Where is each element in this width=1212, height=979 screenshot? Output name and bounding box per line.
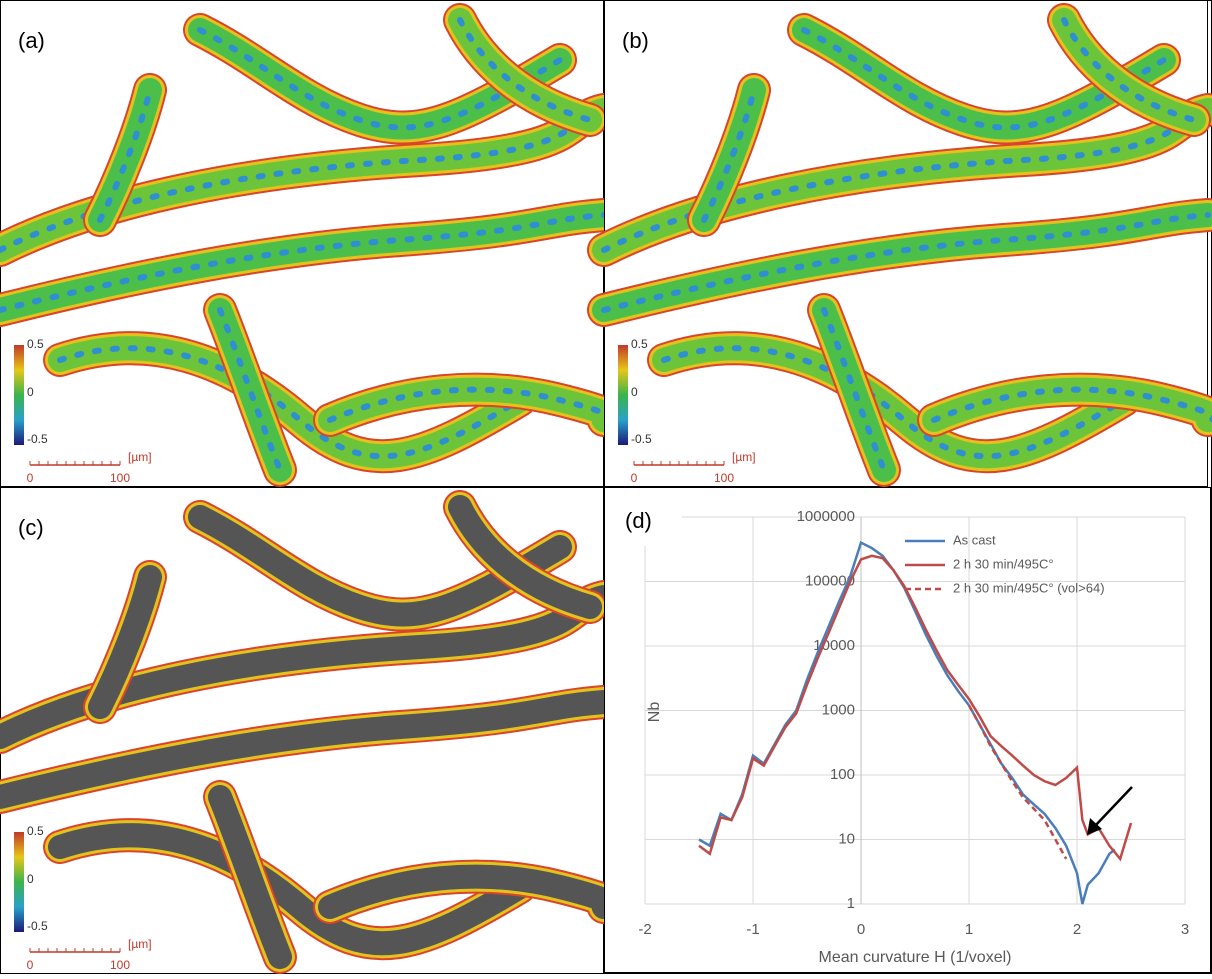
colorbar — [14, 832, 24, 932]
y-tick-label: 1000000 — [797, 508, 855, 525]
colorbar-label: 0.5 — [27, 337, 44, 351]
scale-tick-label: 0 — [631, 471, 638, 485]
y-tick-label: 1 — [847, 895, 855, 912]
structure-detail — [601, 212, 1211, 313]
x-tick-label: 0 — [857, 921, 865, 938]
panel-label: (d) — [625, 508, 652, 533]
structure-detail — [0, 212, 607, 313]
scale-tick-label: 0 — [27, 958, 34, 972]
arrow-head — [1087, 818, 1102, 835]
colorbar-label: 0.5 — [27, 824, 44, 838]
structure — [208, 785, 292, 969]
structure-detail — [1061, 17, 1197, 123]
colorbar-label: 0.5 — [631, 337, 648, 351]
x-tick-label: 1 — [965, 921, 973, 938]
structure — [88, 565, 162, 719]
label-box — [6, 501, 90, 551]
y-tick-label: 100 — [830, 766, 855, 783]
structure — [652, 336, 1136, 469]
structure — [188, 505, 572, 627]
colorbar-label: -0.5 — [27, 919, 48, 933]
x-tick-label: -2 — [638, 921, 651, 938]
scale-unit: [µm] — [128, 450, 152, 464]
scale-tick-label: 0 — [27, 471, 34, 485]
structure-detail — [701, 87, 757, 223]
colorbar-label: 0 — [27, 872, 34, 886]
structure-detail — [217, 307, 283, 473]
x-tick-label: -1 — [746, 921, 759, 938]
image-panel: (b) 0.5 0 -0.5 [µm] 0 100 — [587, 0, 1212, 487]
series-line — [698, 554, 1133, 862]
structure-detail — [197, 27, 563, 131]
structure-detail — [821, 307, 887, 473]
label-box — [610, 14, 694, 64]
structure-detail — [97, 87, 153, 223]
colorbar — [14, 345, 24, 445]
image-panel: (c) 0.5 0 -0.5 [µm] 0 100 — [0, 487, 628, 974]
panel-label: (c) — [18, 515, 44, 540]
y-tick-label: 100000 — [805, 572, 855, 589]
label-box — [612, 494, 682, 546]
legend-label: 2 h 30 min/495C° — [953, 556, 1054, 571]
scale-tick-label: 100 — [110, 958, 130, 972]
legend-label: As cast — [953, 532, 996, 547]
structure — [48, 336, 532, 469]
x-axis-label: Mean curvature H (1/voxel) — [819, 949, 1012, 966]
scale-unit: [µm] — [732, 450, 756, 464]
colorbar-label: -0.5 — [27, 432, 48, 446]
arrow — [1093, 786, 1133, 828]
structure — [448, 495, 602, 619]
panel-label: (b) — [622, 28, 649, 53]
colorbar-label: -0.5 — [631, 432, 652, 446]
y-tick-label: 10 — [838, 830, 855, 847]
structure — [48, 823, 532, 956]
label-box — [6, 14, 90, 64]
legend-label: 2 h 30 min/495C° (vol>64) — [953, 580, 1105, 595]
colorbar — [618, 345, 628, 445]
colorbar-label: 0 — [631, 385, 638, 399]
structure-detail — [931, 386, 1212, 423]
y-axis-label: Nb — [646, 702, 663, 723]
colorbar-label: 0 — [27, 385, 34, 399]
series-line — [967, 704, 1068, 860]
structure-detail — [457, 17, 593, 123]
x-tick-label: 2 — [1073, 921, 1081, 938]
chart-panel — [604, 487, 1211, 973]
structure-detail — [801, 27, 1167, 131]
scale-tick-label: 100 — [714, 471, 734, 485]
scale-tick-label: 100 — [110, 471, 130, 485]
y-tick-label: 1000 — [822, 701, 855, 718]
structure — [0, 690, 616, 809]
x-tick-label: 3 — [1181, 921, 1189, 938]
scale-unit: [µm] — [128, 937, 152, 951]
image-panel: (a) 0.5 0 -0.5 [µm] 0 100 — [0, 0, 628, 487]
panel-label: (a) — [18, 28, 45, 53]
